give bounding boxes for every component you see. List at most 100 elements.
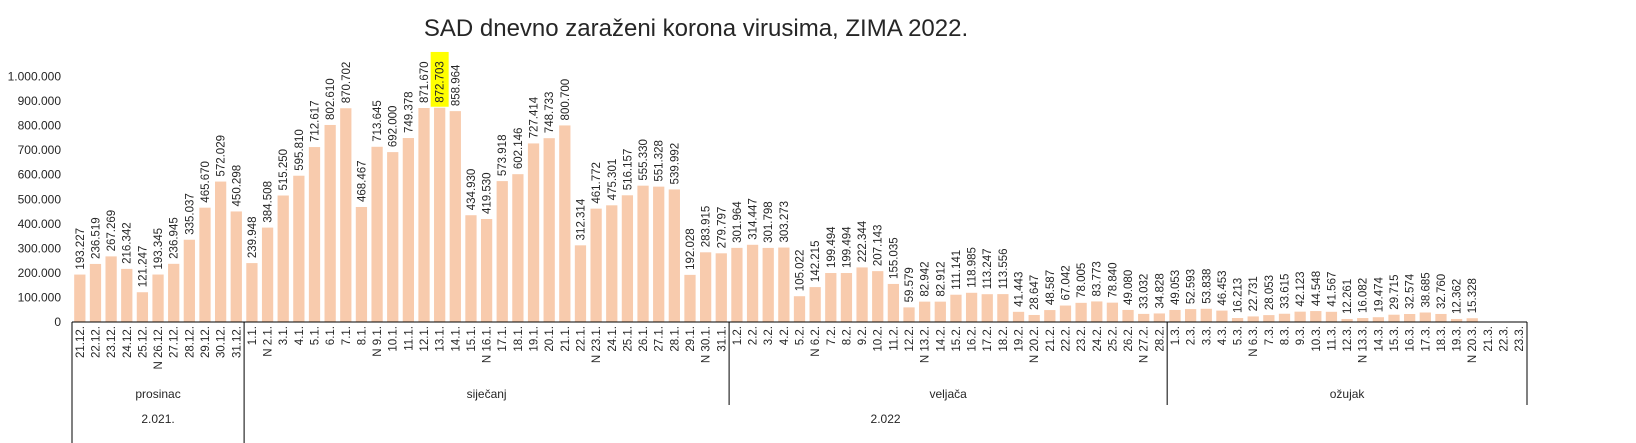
- bar: [371, 146, 383, 322]
- x-tick-label: N 2.1.: [263, 326, 275, 357]
- x-tick-label: 21.3.: [1483, 326, 1495, 352]
- y-tick-label: 600.000: [18, 168, 62, 182]
- bar: [230, 211, 242, 322]
- bar: [715, 253, 727, 322]
- data-label: 32.760: [1436, 274, 1448, 309]
- bar: [152, 274, 164, 322]
- x-tick-label: 5.3.: [1233, 326, 1245, 345]
- x-tick-label: 18.2.: [998, 326, 1010, 352]
- data-label: 111.141: [951, 250, 963, 290]
- data-label: 712.617: [310, 100, 322, 142]
- bar: [621, 195, 634, 322]
- x-tick-label: 16.3.: [1405, 326, 1417, 352]
- data-label: 53.838: [1201, 269, 1213, 304]
- bar: [277, 195, 289, 322]
- bar: [559, 125, 571, 322]
- bar: [1231, 318, 1244, 322]
- x-tick-label: N 27.2.: [1139, 326, 1151, 363]
- x-tick-label: 21.1.: [560, 326, 572, 352]
- data-label: 283.915: [701, 206, 713, 248]
- bar: [121, 268, 133, 322]
- bar: [825, 273, 837, 322]
- x-tick-label: 7.2.: [826, 326, 838, 345]
- x-tick-label: 18.3.: [1436, 326, 1448, 352]
- bar: [527, 143, 540, 322]
- x-tick-label: 6.1.: [325, 326, 337, 345]
- data-label: 539.992: [669, 143, 681, 185]
- bar: [355, 206, 368, 322]
- x-tick-label: 28.12.: [184, 326, 196, 358]
- bar: [261, 227, 274, 322]
- data-label: 419.530: [482, 172, 494, 214]
- x-tick-label: 14.2.: [935, 326, 947, 352]
- x-tick-label: 21.2.: [1045, 326, 1057, 352]
- bar: [1091, 301, 1103, 322]
- bar: [965, 292, 978, 322]
- x-tick-label: 17.3.: [1420, 326, 1432, 352]
- data-label: 301.798: [763, 201, 775, 243]
- data-label: 19.474: [1373, 276, 1385, 312]
- year-label: 2.022: [871, 412, 901, 426]
- month-label: ožujak: [1330, 387, 1366, 401]
- x-tick-label: 11.2.: [888, 326, 900, 351]
- x-tick-label: N 23.1.: [591, 326, 603, 363]
- data-label: 595.810: [294, 129, 306, 171]
- bar: [136, 292, 149, 322]
- bar: [1325, 311, 1338, 322]
- x-tick-label: 23.3.: [1514, 326, 1526, 352]
- data-label: 49.053: [1170, 270, 1182, 305]
- x-tick-label: 19.1.: [529, 326, 541, 352]
- bar: [778, 247, 790, 322]
- bar: [668, 189, 680, 322]
- x-tick-label: 3.2.: [763, 326, 775, 345]
- x-tick-label: N 6.3.: [1248, 326, 1260, 357]
- data-label: 872.703: [435, 61, 447, 103]
- data-label: 434.930: [466, 169, 478, 211]
- bar: [981, 294, 993, 322]
- data-label: 193.345: [153, 228, 165, 270]
- x-tick-label: N 13.3.: [1358, 326, 1370, 363]
- bar: [872, 271, 884, 322]
- bar: [402, 138, 415, 322]
- y-tick-label: 700.000: [18, 143, 62, 157]
- data-label: 236.945: [169, 217, 181, 259]
- bar: [1200, 308, 1212, 322]
- bar: [183, 239, 195, 322]
- x-tick-label: 31.12.: [231, 326, 243, 358]
- x-tick-label: 17.2.: [982, 326, 994, 352]
- bar: [308, 147, 321, 322]
- bar: [199, 207, 211, 322]
- data-label: 82.942: [920, 261, 932, 296]
- x-tick-label: 25.12.: [137, 326, 149, 358]
- x-tick-label: 11.3.: [1326, 326, 1338, 351]
- y-tick-label: 1.000.000: [8, 70, 62, 84]
- x-tick-label: 11.1.: [403, 326, 415, 351]
- x-tick-label: 1.2.: [732, 326, 744, 345]
- bar: [387, 152, 399, 322]
- x-tick-label: 12.1.: [419, 326, 431, 352]
- data-label: 468.467: [356, 160, 368, 202]
- x-tick-label: 3.3.: [1201, 326, 1213, 345]
- x-tick-label: 4.1.: [294, 326, 306, 345]
- bar: [543, 138, 555, 322]
- data-label: 44.548: [1311, 271, 1323, 306]
- x-tick-label: 12.2.: [904, 326, 916, 352]
- x-tick-label: 23.2.: [1076, 326, 1088, 352]
- bar: [997, 294, 1009, 322]
- bar: [1466, 318, 1478, 322]
- x-tick-label: 26.2.: [1123, 326, 1135, 352]
- bar: [89, 263, 102, 322]
- bar: [762, 247, 774, 322]
- data-label: 555.330: [638, 139, 650, 181]
- x-tick-label: 22.12.: [90, 326, 102, 358]
- x-tick-label: 24.1.: [607, 326, 619, 352]
- data-label: 207.143: [873, 225, 885, 267]
- bar: [1169, 309, 1181, 322]
- bar: [1012, 311, 1025, 322]
- x-tick-label: 27.12.: [169, 326, 181, 358]
- bar: [1450, 318, 1463, 322]
- x-tick-label: 7.3.: [1264, 326, 1276, 345]
- data-label: 16.082: [1358, 278, 1370, 313]
- bar: [434, 107, 446, 323]
- data-label: 475.301: [607, 159, 619, 201]
